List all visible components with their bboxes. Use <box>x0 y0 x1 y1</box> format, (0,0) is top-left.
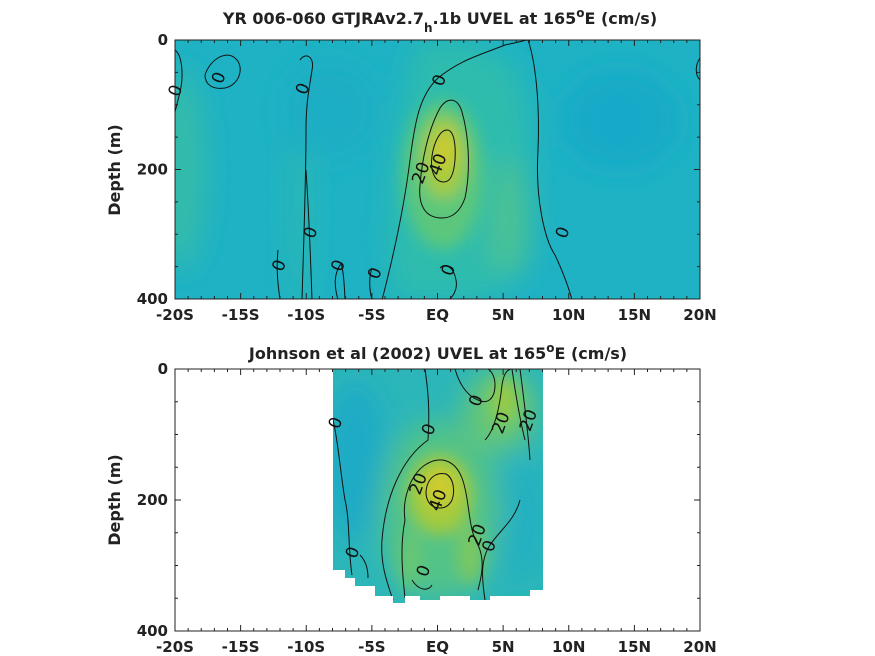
top-contour-zero-band <box>305 169 313 299</box>
top-contour-20 <box>419 99 469 219</box>
bottom-y-tick-label: 400 <box>137 622 168 640</box>
bottom-x-tick-label: -15S <box>222 638 260 656</box>
top-contour-zero-west <box>175 49 183 113</box>
bottom-x-tick-label: -10S <box>287 638 325 656</box>
bottom-x-tick-label: EQ <box>426 638 449 656</box>
top-east-lobe <box>490 160 530 280</box>
top-x-tick-label: 20N <box>683 306 716 324</box>
bottom-y-tick-label: 200 <box>137 491 168 509</box>
top-panel: YR 006-060 GTJRAv2.7h.1b UVEL at 165oE (… <box>105 6 717 324</box>
bottom-contour-zero-sw <box>359 554 369 579</box>
top-panel-title: YR 006-060 GTJRAv2.7h.1b UVEL at 165oE (… <box>222 6 657 35</box>
bottom-core-max <box>424 470 456 506</box>
top-contour-zero-b <box>334 264 346 299</box>
bottom-y-tick-label: 0 <box>158 360 168 378</box>
top-y-tick-label: 200 <box>137 161 168 179</box>
bottom-panel: Johnson et al (2002) UVEL at 165oE (cm/s… <box>105 341 717 656</box>
top-x-tick-label: -10S <box>287 306 325 324</box>
bottom-contour-40 <box>425 473 455 509</box>
top-axes: -20S -15S -10S -5S EQ 5N 10N 15N 20N 0 200 400 <box>137 31 717 324</box>
top-core-max <box>435 132 455 168</box>
bottom-sw-lobe <box>400 530 420 590</box>
top-contour-zero-loop <box>204 54 241 89</box>
top-x-tick-label: 5N <box>492 306 515 324</box>
top-contour-zero-mid <box>299 55 314 299</box>
top-west-dark <box>280 60 380 160</box>
bottom-contour-20-east <box>519 369 531 461</box>
top-y-tick-label: 400 <box>137 290 168 308</box>
bottom-contour-zero-north <box>454 369 496 403</box>
bottom-axes: -20S -15S -10S -5S EQ 5N 10N 15N 20N 0 200 400 <box>137 360 717 656</box>
bottom-east-dark <box>495 460 543 580</box>
bottom-contour-zero-se <box>482 499 521 601</box>
bottom-y-axis-label: Depth (m) <box>105 454 124 546</box>
top-contour-40 <box>431 129 456 183</box>
bottom-contour-20-core <box>403 459 483 591</box>
bottom-se-lobe <box>458 525 482 585</box>
bottom-west-dark <box>333 380 385 540</box>
bottom-x-tick-label: 10N <box>552 638 585 656</box>
top-x-tick-label: -5S <box>358 306 385 324</box>
top-heatmap-field <box>175 40 700 299</box>
top-y-tick-label: 0 <box>158 31 168 49</box>
bottom-panel-title: Johnson et al (2002) UVEL at 165oE (cm/s… <box>248 341 627 363</box>
bottom-x-tick-label: 15N <box>618 638 651 656</box>
bottom-contour-20-west <box>401 519 406 599</box>
top-east-dark <box>560 70 680 170</box>
top-contour-zero-east-edge <box>695 57 700 81</box>
bottom-heatmap-field <box>333 369 543 603</box>
top-x-tick-label: 15N <box>618 306 651 324</box>
top-x-tick-label: 10N <box>552 306 585 324</box>
bottom-contour-zero-s <box>411 579 433 590</box>
top-x-tick-label: -20S <box>156 306 194 324</box>
bottom-contour-zero-west <box>333 419 353 576</box>
bottom-x-tick-label: -5S <box>358 638 385 656</box>
top-y-axis-label: Depth (m) <box>105 124 124 216</box>
top-x-tick-label: EQ <box>426 306 449 324</box>
top-contour-zero-d <box>439 265 457 299</box>
bottom-x-tick-label: -20S <box>156 638 194 656</box>
bottom-contour-20-ne <box>484 369 526 441</box>
bottom-x-tick-label: 5N <box>492 638 515 656</box>
top-west-band <box>175 70 205 270</box>
top-contour-zero-main <box>381 40 573 299</box>
bottom-ne-core <box>493 378 517 422</box>
top-x-tick-label: -15S <box>222 306 260 324</box>
bottom-contour-zero-main <box>381 369 430 601</box>
bottom-x-tick-label: 20N <box>683 638 716 656</box>
